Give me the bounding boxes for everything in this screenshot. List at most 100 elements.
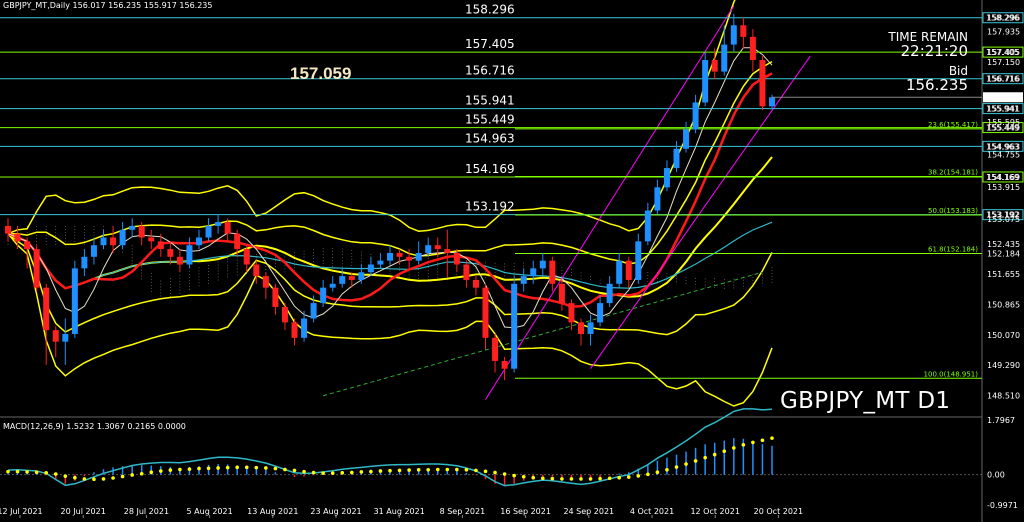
candle-body	[167, 249, 174, 257]
macd-signal-dot	[502, 472, 507, 476]
candle-body	[186, 245, 193, 265]
candle-body	[597, 303, 604, 323]
candle-body	[358, 272, 365, 280]
level-tag	[982, 171, 1024, 183]
level-label: 154.169	[465, 162, 515, 176]
grid	[0, 0, 983, 522]
candle-body	[616, 260, 623, 284]
macd-signal-dot	[149, 470, 154, 475]
level-tag-text: 155.941	[986, 105, 1019, 114]
candle-body	[81, 256, 88, 269]
candle-body	[71, 268, 78, 334]
price-tick-label: 154.169	[987, 173, 1020, 182]
candle-body	[434, 245, 441, 250]
candlesticks	[5, 13, 1023, 381]
candle-body	[310, 303, 317, 319]
fibo-label: 50.0(153.183)	[928, 207, 978, 215]
candle-body	[625, 260, 632, 280]
macd-signal-dot	[15, 469, 20, 474]
price-tick-label: 158.296	[987, 14, 1020, 23]
time-tick-label: 23 Aug 2021	[310, 507, 361, 516]
macd-line	[7, 408, 773, 487]
price-channel	[323, 5, 811, 400]
macd-signal-dot	[254, 465, 259, 470]
candle-body	[138, 225, 145, 238]
price-tick-label: 155.595	[987, 118, 1020, 127]
candle-body	[683, 129, 690, 149]
price-tick-label: 157.405	[987, 48, 1020, 57]
candle-body	[281, 306, 288, 323]
macd-signal-dot	[206, 466, 211, 471]
time-remain-value: 22:21:20	[900, 42, 968, 60]
macd-signal-dot	[435, 467, 440, 472]
macd-signal-dot	[426, 467, 431, 472]
candle-body	[62, 333, 69, 342]
macd-signal-dot	[216, 466, 220, 470]
current-price-label: 157.059	[290, 64, 352, 83]
candle-body	[549, 260, 556, 284]
candle-body	[425, 245, 432, 253]
macd-signal-dot	[321, 471, 325, 475]
ma-red	[7, 72, 773, 308]
candle-body	[396, 252, 403, 257]
macd-signal-dot	[178, 467, 182, 472]
macd-signal-dot	[598, 476, 602, 481]
time-tick-label: 20 Oct 2021	[754, 507, 803, 516]
candle-body	[176, 256, 183, 265]
candle-body	[148, 237, 155, 242]
candle-body	[157, 241, 164, 250]
candle-body	[730, 25, 737, 45]
candle-body	[721, 44, 728, 72]
time-tick-label: 13 Aug 2021	[247, 507, 298, 516]
channel-lower	[590, 55, 811, 369]
price-tick-label: 157.150	[987, 58, 1020, 67]
macd-signal-dot	[636, 474, 641, 478]
candle-body	[472, 279, 479, 288]
macd-signal-dot	[579, 477, 583, 481]
candle-body	[348, 276, 355, 280]
macd-signal-dot	[350, 470, 354, 475]
time-tick-label: 12 Jul 2021	[0, 507, 43, 516]
price-tick-label: 150.070	[987, 331, 1020, 340]
candle-body	[387, 252, 393, 261]
macd-signal-dot	[6, 469, 10, 474]
level-tag-text: 156.716	[986, 75, 1019, 84]
candle-body	[329, 283, 336, 288]
macd-signal-dot	[617, 475, 621, 480]
candle-body	[769, 97, 775, 107]
candle-body	[43, 287, 50, 331]
macd-signal-dot	[732, 446, 736, 450]
candle-body	[367, 264, 374, 273]
macd-signal-dot	[330, 471, 335, 475]
level-label: 156.716	[465, 64, 515, 78]
candle-body	[205, 225, 212, 238]
level-label: 154.963	[465, 131, 515, 145]
trend-line	[323, 271, 763, 397]
macd-signal-dot	[493, 470, 497, 475]
price-tick-label: 156.235	[987, 93, 1020, 102]
candle-body	[406, 256, 413, 261]
macd-tick-label: 0.00	[987, 471, 1005, 480]
fibo-label: 61.8(152.184)	[928, 246, 978, 254]
candle-body	[501, 360, 508, 369]
macd-signal-dot	[541, 476, 545, 481]
candle-body	[558, 283, 565, 304]
time-tick-label: 8 Sep 2021	[440, 507, 486, 516]
price-tick-label: 153.075	[987, 215, 1020, 224]
level-label: 155.941	[465, 94, 515, 108]
level-label: 155.449	[465, 113, 515, 127]
macd-signal-dot	[626, 475, 631, 479]
macd-signal-dot	[722, 449, 727, 454]
bid-tag	[983, 92, 1023, 103]
bid-value: 156.235	[905, 76, 968, 94]
level-tag	[982, 140, 1024, 152]
candle-body	[272, 287, 279, 307]
time-tick-label: 28 Jul 2021	[124, 507, 169, 516]
candle-body	[52, 330, 59, 342]
macd-signal-dot	[244, 465, 249, 470]
candle-body	[568, 303, 575, 323]
candle-body	[377, 260, 384, 265]
macd-signal-dot	[770, 436, 774, 440]
horizontal-levels: 158.296 158.296 157.405 157.405 156.716 156.7…	[0, 3, 1024, 221]
